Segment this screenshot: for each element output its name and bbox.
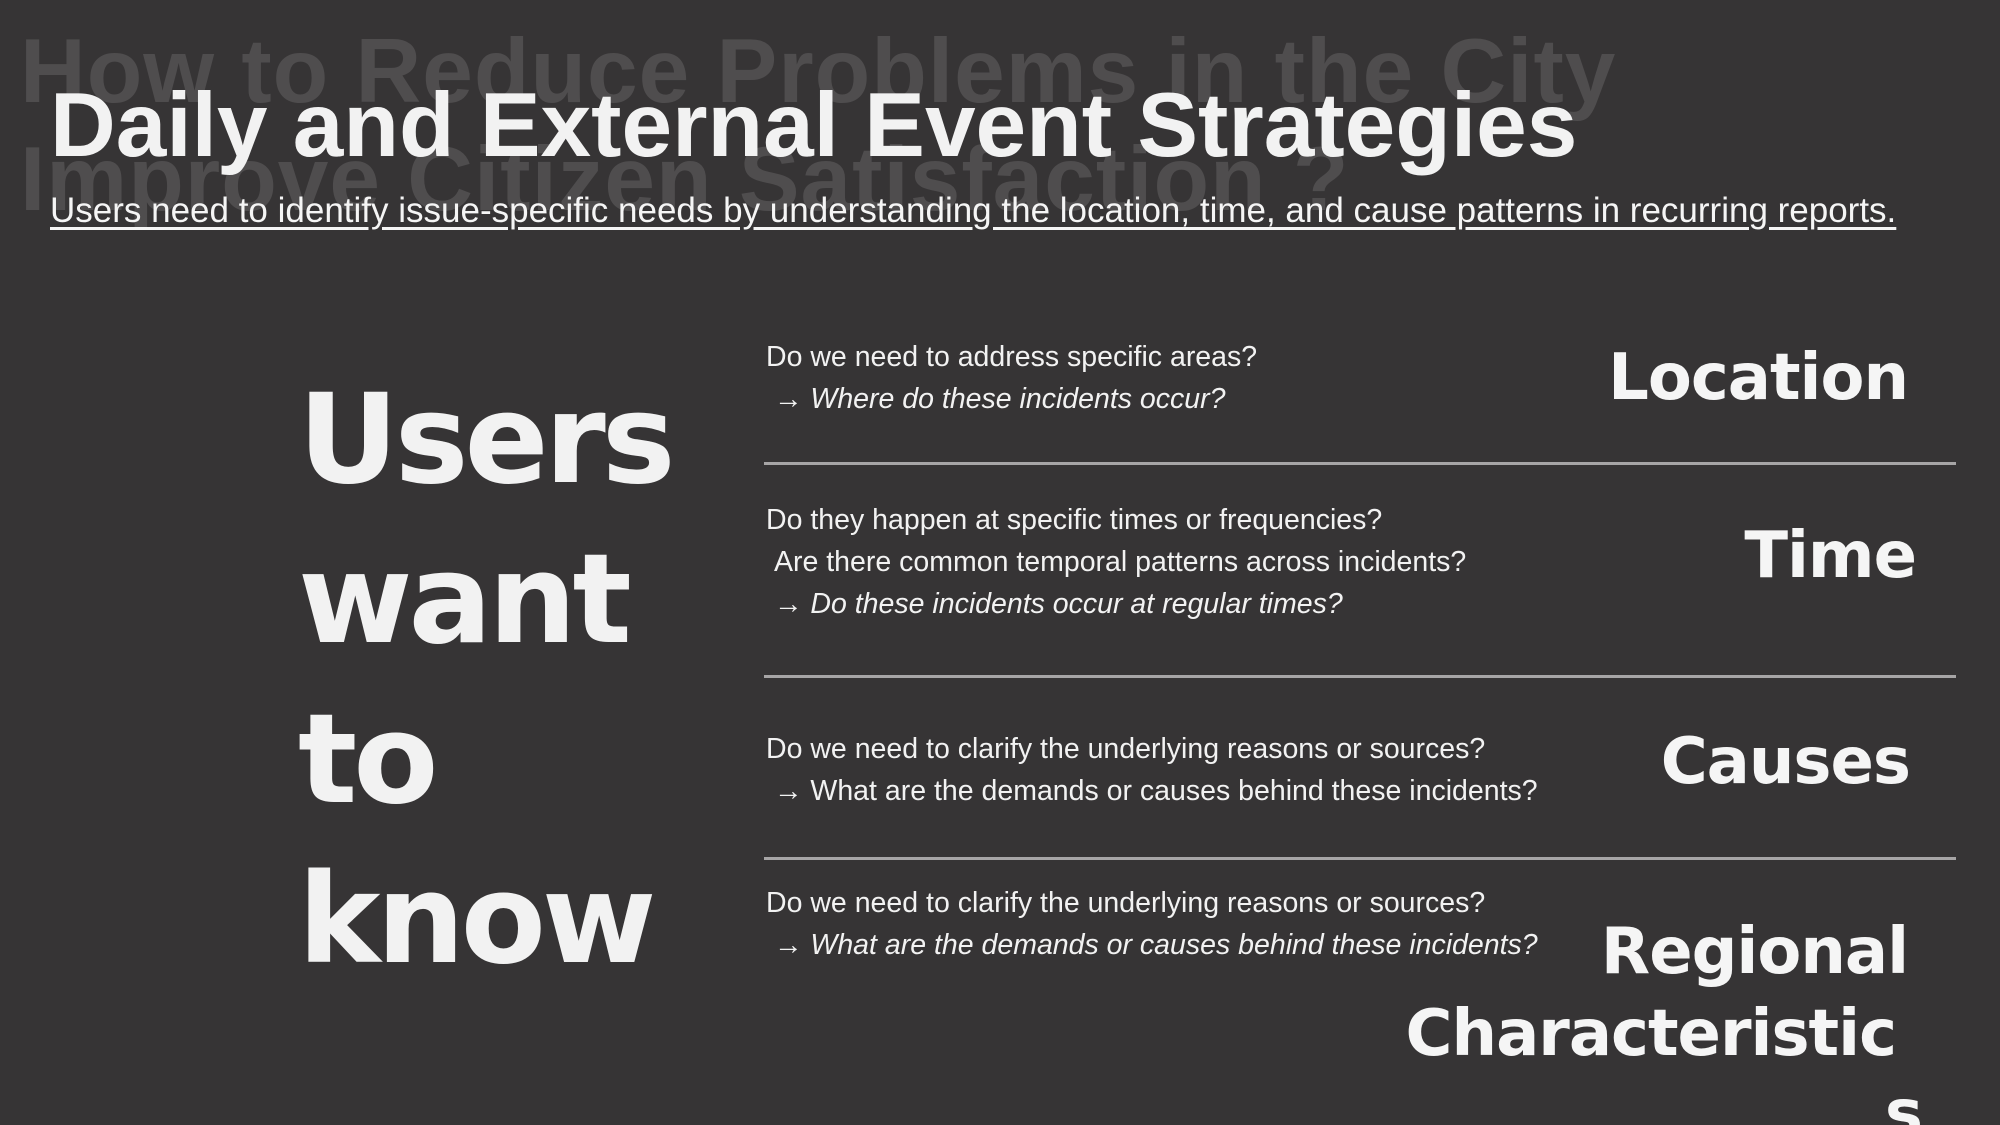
question-line: → Do these incidents occur at regular ti… (774, 588, 1343, 620)
slide-subtitle: Users need to identify issue-specific ne… (50, 191, 1897, 230)
question-line: → What are the demands or causes behind … (774, 775, 1538, 807)
category-regional: Regional (1600, 915, 1909, 989)
question-block-causes: Do we need to clarify the underlying rea… (766, 728, 1538, 812)
big-word: know (298, 848, 656, 992)
category-causes: Causes (1660, 725, 1911, 799)
question-line: → Where do these incidents occur? (774, 383, 1226, 415)
question-line: Do they happen at specific times or freq… (766, 504, 1383, 536)
ghost-title: How to Reduce Problems in the City Impro… (20, 21, 1617, 230)
category-regional: Characteristic (1405, 997, 1897, 1071)
category-time: Time (1744, 519, 1917, 593)
question-block-regional: Do we need to clarify the underlying rea… (766, 882, 1538, 966)
category-regional: s (1884, 1077, 1923, 1125)
row-divider (764, 675, 1956, 678)
users-want-to-know-heading: Users want to know (298, 360, 676, 1000)
question-line: Do we need to clarify the underlying rea… (766, 887, 1486, 919)
slide-title: Daily and External Event Strategies (50, 75, 1578, 176)
question-block-location: Do we need to address specific areas? → … (766, 336, 1257, 420)
big-word: want (298, 528, 632, 672)
category-location: Location (1608, 341, 1909, 415)
question-line: Are there common temporal patterns acros… (774, 546, 1467, 578)
question-line: Do we need to clarify the underlying rea… (766, 733, 1486, 765)
question-line: → What are the demands or causes behind … (774, 929, 1538, 961)
row-divider (764, 857, 1956, 860)
row-divider (764, 462, 1956, 465)
question-line: Do we need to address specific areas? (766, 341, 1258, 373)
question-block-time: Do they happen at specific times or freq… (766, 499, 1466, 625)
big-word: to (298, 688, 438, 832)
big-word: Users (298, 368, 676, 512)
